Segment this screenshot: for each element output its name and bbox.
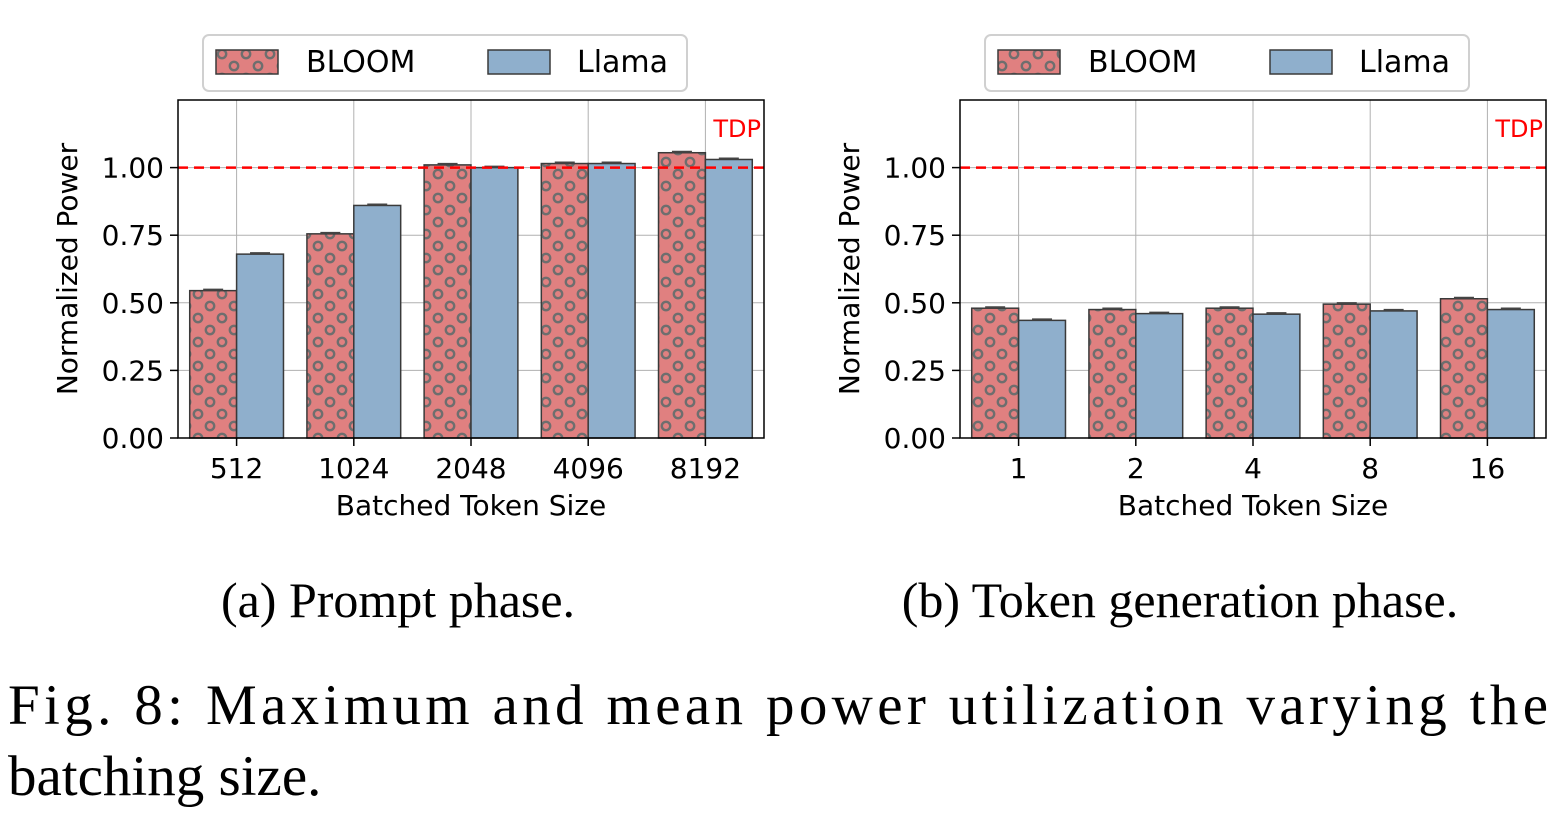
bar-bloom — [188, 289, 238, 439]
x-tick-label: 16 — [1470, 452, 1506, 485]
bar-llama — [1252, 313, 1301, 439]
tdp-label: TDP — [712, 115, 761, 143]
plot-frame — [177, 99, 765, 439]
y-tick-label: 1.00 — [102, 152, 164, 185]
bar-bloom — [1439, 297, 1489, 439]
chart-token-generation-phase: 0.00 0.25 0.50 0.75 1.00 1 2 4 8 16 BLOOM Llama N… — [833, 34, 1547, 628]
bar-llama — [470, 166, 519, 439]
legend-label-bloom: BLOOM — [1088, 45, 1197, 80]
y-tick-label: 0.75 — [102, 219, 164, 252]
bar-bloom — [306, 233, 355, 439]
tdp-label: TDP — [1494, 115, 1543, 143]
y-tick-label: 0.00 — [884, 422, 946, 455]
legend-label-llama: Llama — [577, 45, 668, 80]
y-tick-label: 0.25 — [102, 354, 164, 387]
bar-bloom — [1322, 303, 1371, 439]
bar-bloom — [540, 162, 589, 439]
legend-swatch-bloom — [997, 49, 1061, 75]
x-tick-label: 8 — [1361, 452, 1379, 485]
bar-bloom — [970, 307, 1020, 439]
y-tick-label: 0.50 — [102, 287, 164, 320]
legend: BLOOM Llama — [202, 34, 688, 92]
figure-caption-line-2: batching size. — [8, 745, 321, 808]
x-tick-label: 4096 — [553, 452, 624, 485]
x-tick-label: 1 — [1010, 452, 1028, 485]
bar-llama — [235, 253, 285, 439]
x-tick-label: 1024 — [318, 452, 389, 485]
bar-bloom — [1205, 307, 1254, 439]
bar-llama — [1017, 319, 1067, 439]
x-axis-label: Batched Token Size — [336, 489, 606, 522]
legend-swatch-bloom — [215, 49, 279, 75]
y-tick-label: 1.00 — [884, 152, 946, 185]
x-tick-label: 2048 — [435, 452, 506, 485]
y-tick-label: 0.75 — [884, 219, 946, 252]
plot-frame — [959, 99, 1547, 439]
y-tick-label: 0.50 — [884, 287, 946, 320]
figure-caption-line-1: Fig. 8: Maximum and mean power utilizati… — [8, 674, 1548, 737]
legend: BLOOM Llama — [984, 34, 1470, 92]
bar-bloom — [657, 151, 707, 439]
subfigure-caption: (b) Token generation phase. — [902, 572, 1459, 628]
bar-llama — [1135, 312, 1184, 439]
legend-label-llama: Llama — [1359, 45, 1450, 80]
x-tick-label: 512 — [210, 452, 263, 485]
legend-swatch-llama — [1269, 49, 1333, 75]
x-tick-label: 8192 — [670, 452, 741, 485]
subfigure-caption: (a) Prompt phase. — [221, 572, 575, 628]
y-axis-label: Normalized Power — [833, 142, 866, 395]
bar-bloom — [1088, 308, 1137, 439]
x-tick-label: 4 — [1244, 452, 1262, 485]
bar-llama — [587, 162, 636, 439]
y-tick-label: 0.00 — [102, 422, 164, 455]
bar-llama — [704, 158, 754, 439]
x-tick-label: 2 — [1127, 452, 1145, 485]
y-tick-label: 0.25 — [884, 354, 946, 387]
legend-label-bloom: BLOOM — [306, 45, 415, 80]
bar-llama — [1486, 308, 1536, 439]
x-axis-label: Batched Token Size — [1118, 489, 1388, 522]
bar-bloom — [423, 164, 472, 439]
y-axis-label: Normalized Power — [51, 142, 84, 395]
bar-llama — [353, 204, 402, 439]
bar-llama — [1369, 310, 1418, 439]
legend-swatch-llama — [487, 49, 551, 75]
